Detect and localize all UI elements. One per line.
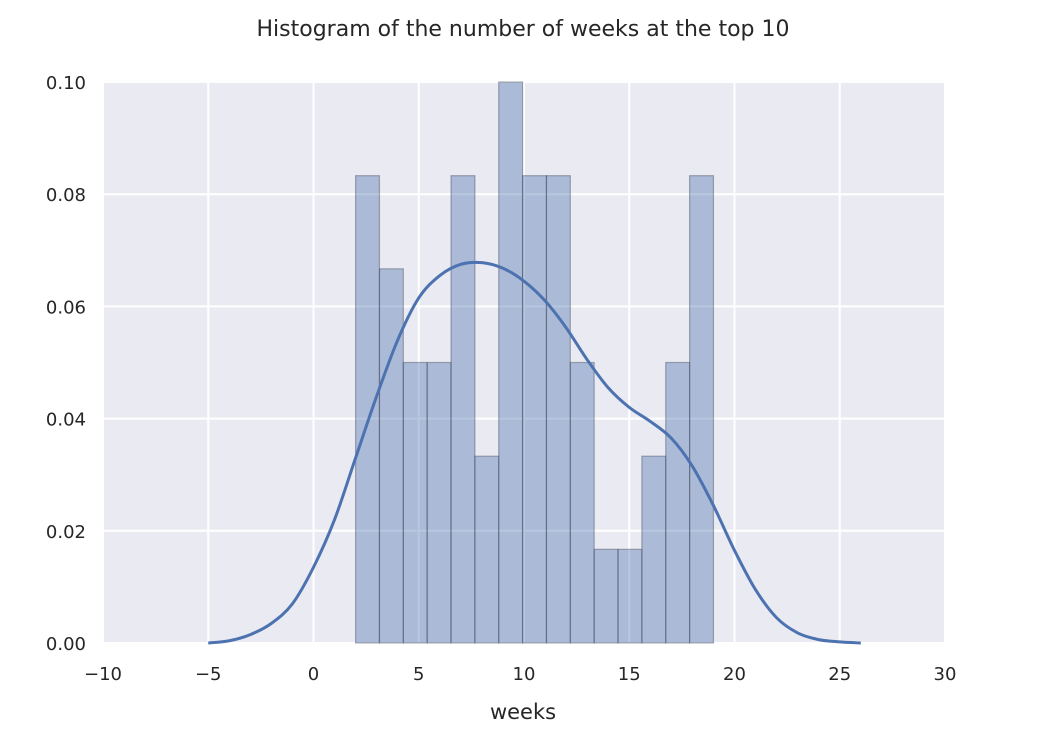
- y-tick-label-5: 0.10: [46, 73, 86, 94]
- histogram-bars: [355, 81, 715, 644]
- x-axis-label: weeks: [490, 700, 556, 724]
- y-tick-label-1: 0.02: [46, 522, 86, 543]
- x-tick-label-0: −10: [84, 664, 122, 685]
- x-tick-label-7: 25: [828, 664, 851, 685]
- histogram-bar-1: [378, 268, 404, 644]
- y-tick-label-4: 0.08: [46, 185, 86, 206]
- histogram-bar-2: [402, 361, 428, 644]
- y-tick-labels: 0.00 0.02 0.04 0.06 0.08 0.10: [46, 73, 86, 655]
- histogram-bar-3: [426, 361, 452, 644]
- x-tick-label-1: −5: [195, 664, 222, 685]
- grid-lines: [102, 81, 946, 644]
- kde-curve-group: [208, 260, 861, 645]
- histogram-bar-8: [545, 175, 571, 644]
- x-tick-label-4: 10: [513, 664, 536, 685]
- histogram-bar-7: [521, 175, 548, 644]
- histogram-bar-6: [498, 81, 524, 644]
- histogram-bar-5: [474, 455, 500, 644]
- histogram-bar-0: [355, 175, 381, 644]
- x-tick-labels: −10 −5 0 5 10 15 20 25 30: [84, 664, 956, 685]
- chart-title: Histogram of the number of weeks at the …: [257, 17, 790, 42]
- x-tick-label-5: 15: [618, 664, 641, 685]
- y-tick-label-2: 0.04: [46, 410, 86, 431]
- x-tick-label-6: 20: [723, 664, 746, 685]
- histogram-bar-9: [569, 361, 595, 644]
- histogram-bar-14: [689, 175, 715, 644]
- x-tick-label-2: 0: [308, 664, 319, 685]
- x-tick-label-8: 30: [934, 664, 957, 685]
- kde-line: [208, 260, 861, 645]
- histogram-bar-4: [450, 175, 476, 644]
- histogram-bar-12: [641, 455, 667, 644]
- histogram-bar-10: [593, 548, 619, 644]
- histogram-bar-13: [665, 361, 691, 644]
- histogram-bar-11: [617, 548, 643, 644]
- x-tick-label-3: 5: [413, 664, 424, 685]
- y-tick-label-0: 0.00: [46, 634, 86, 655]
- y-tick-label-3: 0.06: [46, 297, 86, 318]
